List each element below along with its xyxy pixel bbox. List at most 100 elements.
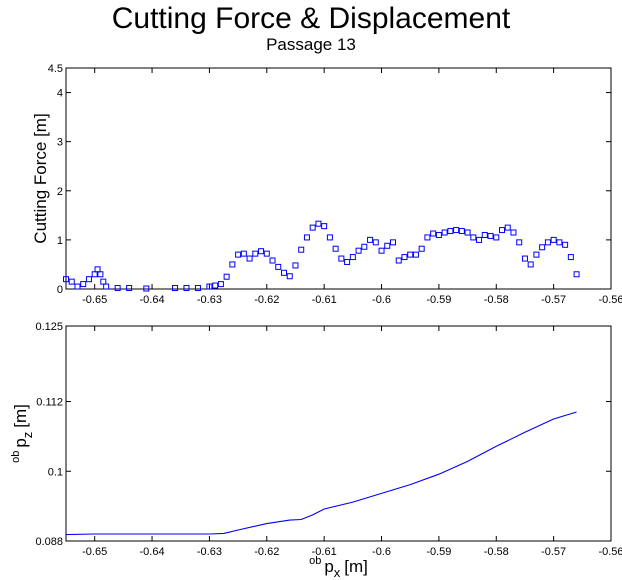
data-point — [315, 220, 322, 227]
data-point — [292, 262, 299, 269]
y-tick-label: 3 — [57, 137, 63, 149]
x-tick-label: -0.63 — [197, 294, 222, 306]
data-point — [349, 254, 356, 261]
x-axis-label: ob px [m] — [309, 555, 368, 580]
y-tick-label: 0 — [57, 284, 63, 296]
data-point — [539, 244, 546, 251]
y-tick-label: 0.088 — [35, 536, 63, 548]
y-tick-label: 1 — [57, 235, 63, 247]
displacement-plot: -0.65 -0.64 -0.63 -0.62 -0.61 -0.6 -0.59 -0.58 -… — [10, 321, 622, 580]
data-point — [332, 245, 339, 252]
data-point — [326, 234, 333, 241]
data-point — [567, 254, 574, 261]
y-tick-label: 4.5 — [48, 63, 63, 75]
x-label-symbol: p — [324, 557, 333, 576]
data-point — [263, 250, 270, 257]
y-tick-label: 0.112 — [36, 397, 63, 409]
data-point — [458, 228, 465, 235]
data-point — [68, 278, 75, 285]
data-point — [355, 247, 362, 254]
x-tick-label: -0.57 — [541, 546, 566, 558]
data-point — [395, 257, 402, 264]
y-axis-label: Cutting Force [m] — [31, 113, 50, 243]
data-point — [533, 251, 540, 258]
data-point — [435, 231, 442, 238]
data-point — [303, 234, 310, 241]
x-label-superscript: ob — [309, 555, 321, 567]
y-label-subscript: z — [20, 432, 35, 439]
data-point — [252, 250, 259, 257]
y-tick-label: 0.1 — [48, 466, 63, 478]
data-point — [114, 285, 121, 292]
axes-frame — [65, 325, 612, 542]
x-tick-label: -0.64 — [140, 294, 165, 306]
data-point — [85, 276, 92, 283]
data-point — [235, 251, 242, 258]
data-point — [229, 261, 236, 268]
data-point — [453, 227, 460, 234]
x-tick-label: -0.57 — [541, 294, 566, 306]
y-axis-label: ob pz [m] — [10, 404, 35, 463]
data-point — [217, 281, 224, 288]
data-point — [223, 273, 230, 280]
data-point — [172, 285, 178, 292]
y-tick-label: 2 — [57, 186, 63, 198]
data-point — [390, 239, 396, 246]
data-point — [338, 255, 345, 262]
x-tick-label: -0.64 — [140, 546, 165, 558]
data-point — [476, 236, 483, 243]
data-point — [407, 251, 414, 258]
data-point — [378, 247, 385, 254]
data-point — [100, 278, 107, 285]
data-point — [361, 243, 368, 250]
y-label-unit: [m] — [11, 404, 30, 428]
data-point — [240, 250, 247, 257]
data-point — [258, 248, 265, 255]
x-tick-label: -0.65 — [82, 546, 107, 558]
data-point — [298, 246, 305, 253]
y-tick-label: 0.125 — [35, 321, 63, 333]
chart-title: Cutting Force & Displacement — [111, 2, 511, 35]
x-tick-label: -0.58 — [484, 294, 509, 306]
axes-frame — [65, 67, 612, 290]
data-point — [504, 224, 511, 231]
x-tick-label: -0.59 — [426, 546, 451, 558]
data-point — [544, 239, 551, 246]
x-tick-label: -0.62 — [254, 546, 279, 558]
data-point — [275, 263, 282, 270]
data-point — [481, 231, 488, 238]
data-point — [246, 255, 253, 262]
x-tick-label: -0.56 — [598, 546, 622, 558]
data-point — [309, 224, 316, 231]
x-tick-label: -0.62 — [254, 294, 279, 306]
data-point — [91, 271, 98, 278]
data-point — [401, 254, 408, 261]
data-point — [470, 234, 477, 241]
data-point — [562, 241, 569, 248]
data-point — [516, 239, 523, 246]
data-point — [447, 228, 454, 235]
x-tick-label: -0.59 — [426, 294, 451, 306]
chart-subtitle: Passage 13 — [266, 35, 356, 54]
data-point — [212, 282, 219, 289]
data-point — [384, 242, 391, 249]
data-point — [97, 271, 104, 278]
x-tick-label: -0.6 — [372, 294, 391, 306]
cutting-force-plot: -0.65 -0.64 -0.63 -0.62 -0.61 -0.6 -0.59 -0.58 -… — [31, 63, 622, 306]
data-point — [103, 283, 110, 290]
y-tick-label: 4 — [57, 88, 63, 100]
x-tick-label: -0.61 — [312, 546, 337, 558]
data-point — [321, 223, 328, 230]
data-point — [206, 283, 213, 290]
x-tick-label: -0.65 — [82, 294, 107, 306]
data-point — [573, 271, 580, 278]
data-point — [281, 269, 287, 276]
data-point — [63, 276, 69, 283]
y-label-symbol: p — [11, 438, 30, 447]
data-point — [418, 245, 425, 252]
data-point — [194, 285, 201, 292]
data-point — [499, 227, 505, 234]
data-point — [126, 285, 133, 292]
data-point — [550, 236, 557, 243]
data-point — [527, 261, 534, 268]
